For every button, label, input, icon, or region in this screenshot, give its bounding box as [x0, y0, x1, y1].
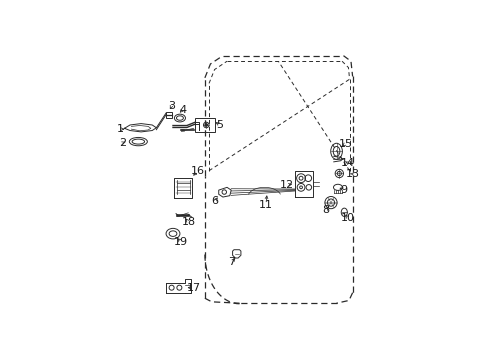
- Text: 16: 16: [190, 166, 204, 176]
- Text: 15: 15: [338, 139, 352, 149]
- Text: 7: 7: [228, 257, 235, 267]
- Text: 18: 18: [181, 217, 195, 227]
- Text: 14: 14: [340, 158, 354, 168]
- Text: 10: 10: [341, 213, 354, 224]
- Text: 1: 1: [117, 124, 123, 134]
- Text: 3: 3: [168, 100, 175, 111]
- Text: 6: 6: [211, 195, 218, 206]
- Text: 8: 8: [322, 204, 329, 215]
- Circle shape: [205, 124, 207, 126]
- Text: 13: 13: [346, 169, 360, 179]
- Text: 11: 11: [258, 199, 272, 210]
- Text: 4: 4: [179, 105, 186, 115]
- Text: 17: 17: [186, 283, 201, 293]
- Text: 2: 2: [119, 138, 126, 148]
- Text: 19: 19: [174, 237, 188, 247]
- Text: 9: 9: [340, 185, 347, 194]
- Text: 5: 5: [216, 120, 223, 130]
- Text: 12: 12: [279, 180, 293, 190]
